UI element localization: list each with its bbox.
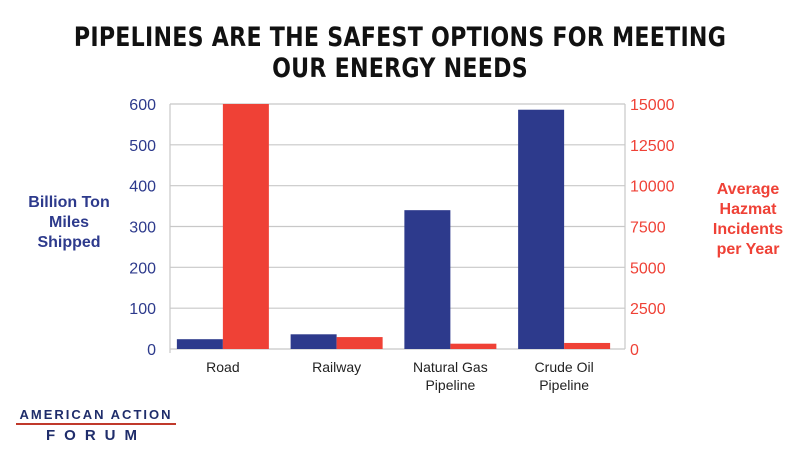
chart-title: PIPELINES ARE THE SAFEST OPTIONS FOR MEE… <box>73 22 727 84</box>
axis-label-line: Hazmat <box>719 201 777 218</box>
logo-line-1: AMERICAN ACTION <box>16 407 176 425</box>
axis-label-line: Billion Ton <box>28 194 110 211</box>
bar-hazmat <box>450 343 497 349</box>
axis-label-line: Miles <box>48 214 89 231</box>
y2-tick-label: 7500 <box>630 220 666 237</box>
y2-tick-label: 2500 <box>630 301 666 318</box>
logo-line-2: FORUM <box>46 427 146 444</box>
axis-label-line: Incidents <box>712 221 784 238</box>
y-axis-left-label: Billion Ton Miles Shipped <box>28 193 110 253</box>
bar-ton-miles <box>404 210 451 349</box>
y-axis-right-label: Average Hazmat Incidents per Year <box>698 180 798 260</box>
y2-tick-label: 15000 <box>630 97 675 114</box>
y-tick-label: 100 <box>129 301 156 318</box>
bar-ton-miles <box>518 109 565 349</box>
y-tick-label: 600 <box>129 97 156 114</box>
y-tick-label: 200 <box>129 260 156 277</box>
bar-hazmat <box>564 342 611 349</box>
y2-tick-label: 12500 <box>630 138 675 155</box>
american-action-forum-logo: AMERICAN ACTION FORUM <box>16 407 176 444</box>
y-tick-label: 400 <box>129 179 156 196</box>
x-tick-label: Railway <box>312 359 361 375</box>
bar-hazmat <box>222 104 269 349</box>
y-tick-label: 0 <box>147 342 156 359</box>
x-tick-label: Crude Oil <box>535 359 594 375</box>
bar-ton-miles <box>290 334 337 349</box>
y2-tick-label: 10000 <box>630 179 675 196</box>
x-tick-label: Road <box>206 359 239 375</box>
x-tick-label: Pipeline <box>539 377 589 393</box>
axis-label-line: Average <box>716 181 780 198</box>
axis-label-line: Shipped <box>37 234 101 251</box>
y-tick-label: 500 <box>129 138 156 155</box>
y2-tick-label: 0 <box>630 342 639 359</box>
bar-hazmat <box>336 337 383 349</box>
x-tick-label: Pipeline <box>425 377 475 393</box>
y-tick-label: 300 <box>129 220 156 237</box>
bar-ton-miles <box>176 339 223 349</box>
x-tick-label: Natural Gas <box>413 359 488 375</box>
axis-label-line: per Year <box>716 241 780 258</box>
y2-tick-label: 5000 <box>630 260 666 277</box>
